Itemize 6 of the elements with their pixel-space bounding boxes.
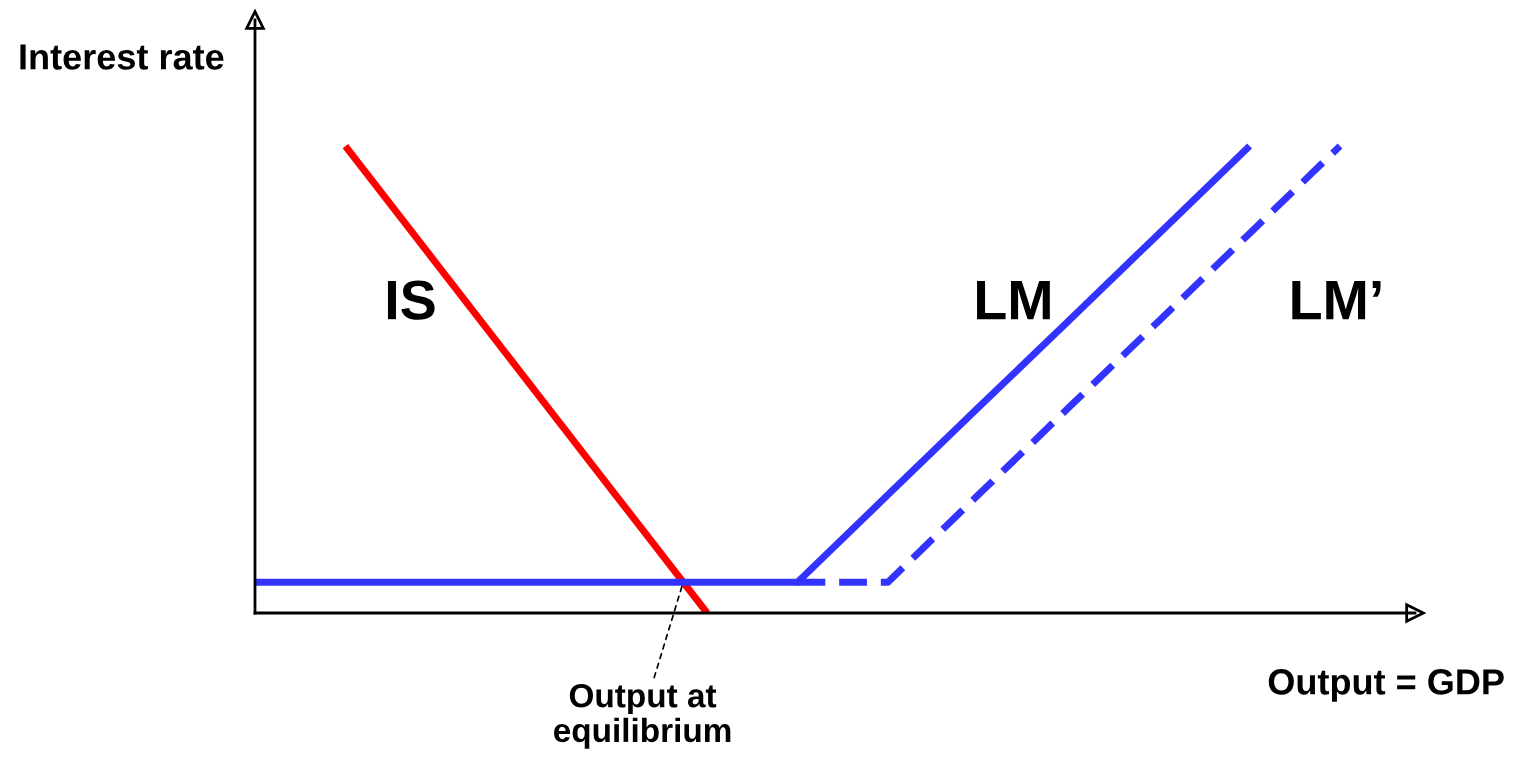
series-label: IS bbox=[387, 280, 435, 320]
text: Output at equilibrium bbox=[554, 683, 731, 749]
series-label: LM bbox=[977, 280, 1050, 320]
y-axis-title: Interest rate bbox=[20, 44, 224, 70]
x-axis-title: Output = GDP bbox=[1268, 669, 1504, 702]
series-label: LM’ bbox=[1292, 280, 1381, 320]
